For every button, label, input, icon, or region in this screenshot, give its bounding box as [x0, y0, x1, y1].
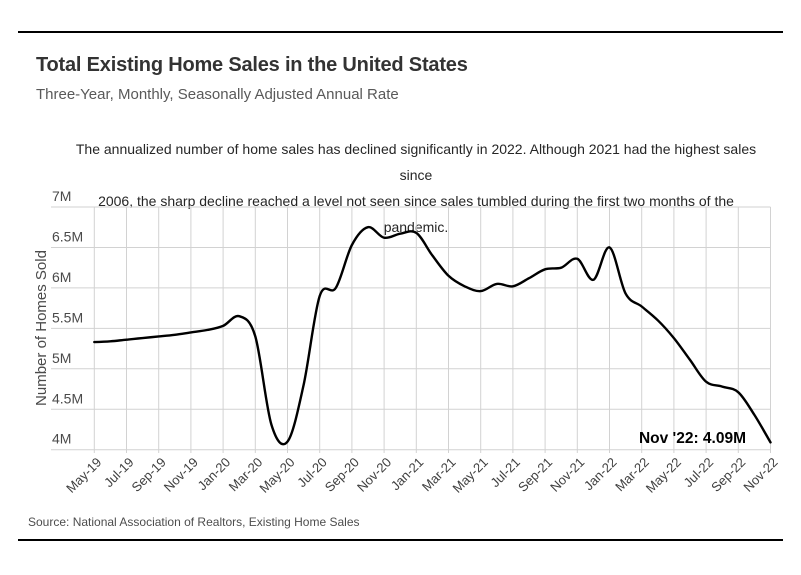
top-rule [18, 31, 783, 33]
x-tick-label: May-19 [63, 455, 104, 496]
data-line [93, 225, 772, 446]
x-tick-label: Jan-21 [388, 455, 427, 494]
x-tick-label: May-21 [450, 455, 491, 496]
chart-subtitle: Three-Year, Monthly, Seasonally Adjusted… [36, 86, 399, 103]
y-tick-label: 5.5M [52, 309, 83, 325]
x-tick-label: Nov-21 [547, 455, 587, 495]
endpoint-annotation: Nov '22: 4.09M [639, 430, 746, 447]
y-tick-label: 4M [52, 431, 71, 447]
x-tick-label: May-20 [256, 455, 297, 496]
x-tick-label: Nov-22 [740, 455, 780, 495]
chart-canvas: 7M6.5M6M5.5M5M4.5M4MMay-19Jul-19Sep-19No… [33, 188, 781, 496]
y-axis-title: Number of Homes Sold [33, 250, 50, 406]
x-tick-label: Sep-20 [322, 455, 362, 495]
x-tick-label: Nov-19 [161, 455, 201, 495]
x-tick-label: Sep-22 [708, 455, 748, 495]
x-tick-label: Jan-20 [195, 455, 234, 494]
x-tick-label: Sep-21 [515, 455, 555, 495]
source-note: Source: National Association of Realtors… [28, 515, 360, 529]
x-tick-label: Jan-22 [581, 455, 620, 494]
bottom-rule [18, 539, 783, 541]
y-tick-label: 6.5M [52, 228, 83, 244]
chart-title: Total Existing Home Sales in the United … [36, 54, 468, 76]
x-tick-label: May-22 [643, 455, 684, 496]
y-tick-label: 7M [52, 188, 71, 204]
x-tick-label: Sep-19 [129, 455, 169, 495]
y-tick-label: 6M [52, 269, 71, 285]
x-tick-label: Nov-20 [354, 455, 394, 495]
y-tick-label: 5M [52, 350, 71, 366]
annotation-line-1: The annualized number of home sales has … [75, 141, 757, 183]
y-tick-label: 4.5M [52, 390, 83, 406]
